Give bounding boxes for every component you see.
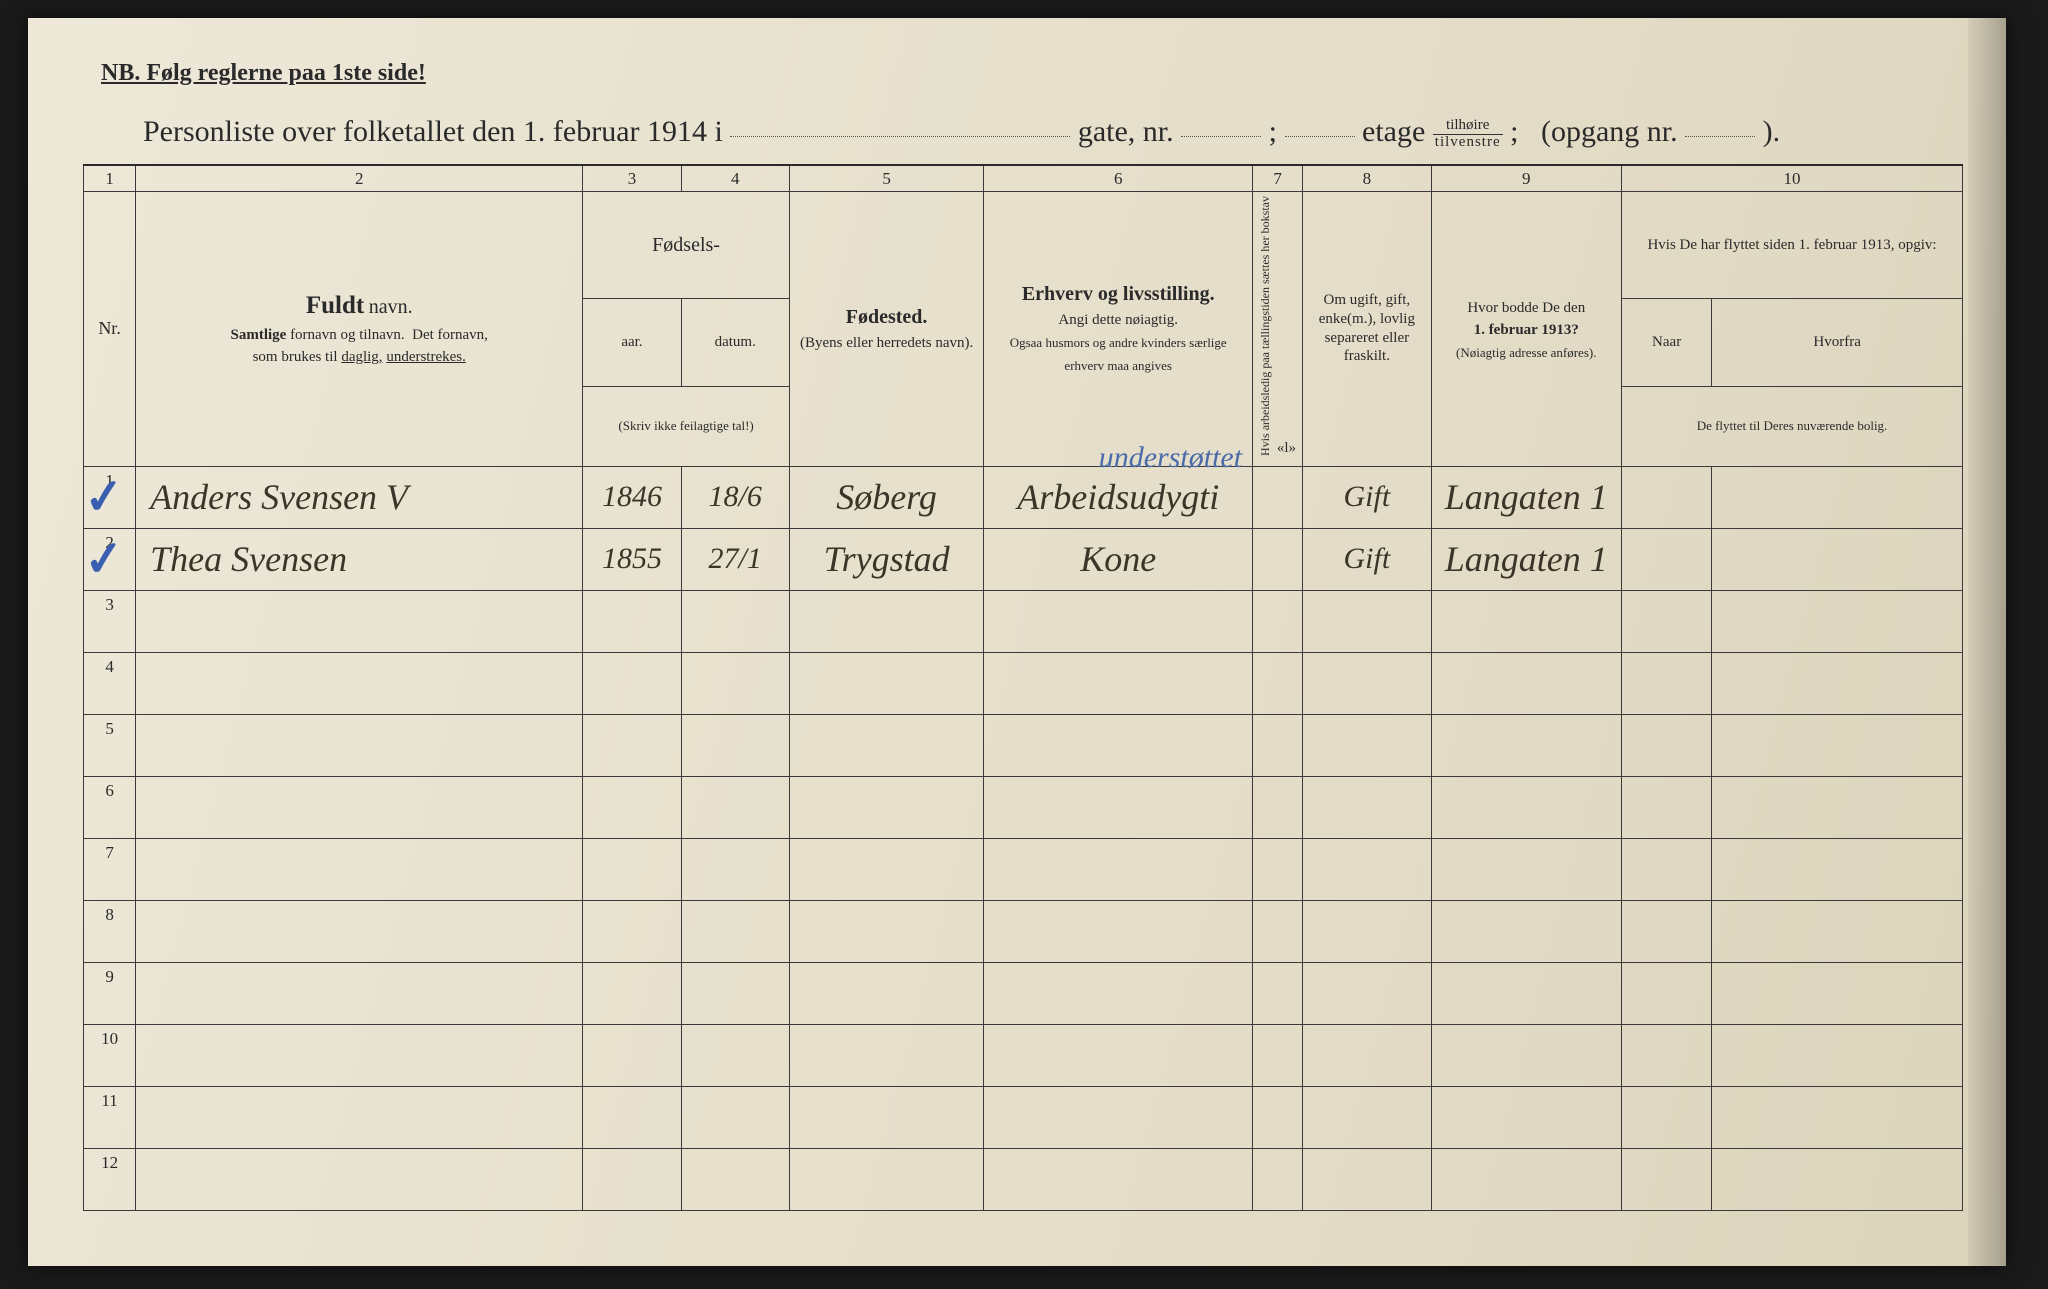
hdr-col7: Hvis arbeidsledig paa tællingstiden sætt… [1253, 191, 1303, 466]
hdr-naar: Naar [1622, 299, 1712, 387]
table-row: 10 [84, 1024, 1963, 1086]
hdr-hvorfra: Hvorfra [1712, 299, 1963, 387]
hdr-datum: datum. [681, 299, 789, 387]
table-row: 11 [84, 1086, 1963, 1148]
cell-datum: 18/6 [681, 466, 789, 528]
cell-name: ✓ Anders Svensen V [136, 466, 583, 528]
row-nr: 10 [84, 1024, 136, 1086]
hdr-fodsels: Fødsels- [583, 191, 790, 298]
cell-col7 [1253, 528, 1303, 590]
title-prefix: Personliste over folketallet den 1. febr… [143, 115, 723, 148]
row-nr: 3 [84, 590, 136, 652]
cell-col7 [1253, 466, 1303, 528]
cell-fodested: Søberg [789, 466, 984, 528]
cell-aar: 1855 [583, 528, 681, 590]
colnum-7: 7 [1253, 165, 1303, 191]
title-blank-opgang [1685, 136, 1755, 137]
census-form-page: NB. Følg reglerne paa 1ste side! Personl… [28, 18, 2006, 1266]
cell-col10b [1712, 466, 1963, 528]
hdr-fodested: Fødested. (Byens eller herredets navn). [789, 191, 984, 466]
hdr-name-sub: Samtlige fornavn og tilnavn. Det fornavn… [230, 327, 487, 366]
colnum-3: 3 [583, 165, 681, 191]
cell-col9: Langaten 1 [1431, 528, 1622, 590]
colnum-1: 1 [84, 165, 136, 191]
cell-erhverv: Kone [984, 528, 1253, 590]
nb-instruction: NB. Følg reglerne paa 1ste side! [101, 60, 1966, 87]
row-nr: 6 [84, 776, 136, 838]
cell-col10a [1622, 466, 1712, 528]
table-row: 4 [84, 652, 1963, 714]
hdr-col10-sub: De flyttet til Deres nuværende bolig. [1622, 386, 1963, 466]
hdr-col9: Hvor bodde De den 1. februar 1913? (Nøia… [1431, 191, 1622, 466]
table-row: 9 [84, 962, 1963, 1024]
form-title-line: Personliste over folketallet den 1. febr… [143, 115, 1966, 150]
colnum-8: 8 [1303, 165, 1431, 191]
table-row: 8 [84, 900, 1963, 962]
hdr-col10-top: Hvis De har flyttet siden 1. februar 191… [1622, 191, 1963, 298]
table-row: 2 ✓ Thea Svensen 1855 27/1 Trygstad Kone… [84, 528, 1963, 590]
table-row: 12 [84, 1148, 1963, 1210]
cell-datum: 27/1 [681, 528, 789, 590]
page-right-edge [1968, 18, 2006, 1266]
column-number-row: 1 2 3 4 5 6 7 8 9 10 [84, 165, 1963, 191]
cell-name: ✓ Thea Svensen [136, 528, 583, 590]
blue-annotation: understøttet [1099, 441, 1242, 475]
semicolon: ; [1269, 115, 1277, 148]
cell-fodested: Trygstad [789, 528, 984, 590]
semicolon2: ; [1510, 115, 1518, 148]
hdr-aar-sub: (Skriv ikke feilagtige tal!) [583, 386, 790, 466]
table-row: 3 [84, 590, 1963, 652]
colnum-6: 6 [984, 165, 1253, 191]
hdr-col8: Om ugift, gift, enke(m.), lovlig separer… [1303, 191, 1431, 466]
blue-check-icon: ✓ [82, 529, 127, 588]
cell-col10b [1712, 528, 1963, 590]
blue-check-icon: ✓ [82, 467, 127, 526]
frac-tilhoire: tilhøire tilvenstre [1433, 118, 1503, 151]
hdr-aar: aar. [583, 299, 681, 387]
row-nr: 12 [84, 1148, 136, 1210]
colnum-2: 2 [136, 165, 583, 191]
row-nr: 4 [84, 652, 136, 714]
table-row: 7 [84, 838, 1963, 900]
cell-col10a [1622, 528, 1712, 590]
row-nr: 7 [84, 838, 136, 900]
label-opgang-end: ). [1763, 115, 1781, 148]
header-row-1: Nr. Fuldt navn. Samtlige fornavn og tiln… [84, 191, 1963, 298]
table-row: 5 [84, 714, 1963, 776]
title-blank-street [730, 136, 1070, 137]
colnum-10: 10 [1622, 165, 1963, 191]
cell-erhverv: understøttet Arbeidsudygti [984, 466, 1253, 528]
hdr-erhverv: Erhverv og livsstilling. Angi dette nøia… [984, 191, 1253, 466]
cell-aar: 1846 [583, 466, 681, 528]
label-opgang: (opgang nr. [1541, 115, 1678, 148]
title-blank-nr [1181, 136, 1261, 137]
label-gate: gate, nr. [1078, 115, 1174, 148]
colnum-5: 5 [789, 165, 984, 191]
census-table: 1 2 3 4 5 6 7 8 9 10 Nr. Fuldt navn. Sam… [83, 164, 1963, 1210]
row-nr: 11 [84, 1086, 136, 1148]
row-nr: 5 [84, 714, 136, 776]
title-blank-etage [1285, 136, 1355, 137]
hdr-nr: Nr. [84, 191, 136, 466]
row-nr: 8 [84, 900, 136, 962]
table-row: 1 ✓ Anders Svensen V 1846 18/6 Søberg un… [84, 466, 1963, 528]
colnum-9: 9 [1431, 165, 1622, 191]
table-row: 6 [84, 776, 1963, 838]
cell-col8: Gift [1303, 528, 1431, 590]
colnum-4: 4 [681, 165, 789, 191]
cell-col9: Langaten 1 [1431, 466, 1622, 528]
label-etage: etage [1362, 115, 1425, 148]
row-nr: 9 [84, 962, 136, 1024]
cell-col8: Gift [1303, 466, 1431, 528]
hdr-name: Fuldt navn. Samtlige fornavn og tilnavn.… [136, 191, 583, 466]
